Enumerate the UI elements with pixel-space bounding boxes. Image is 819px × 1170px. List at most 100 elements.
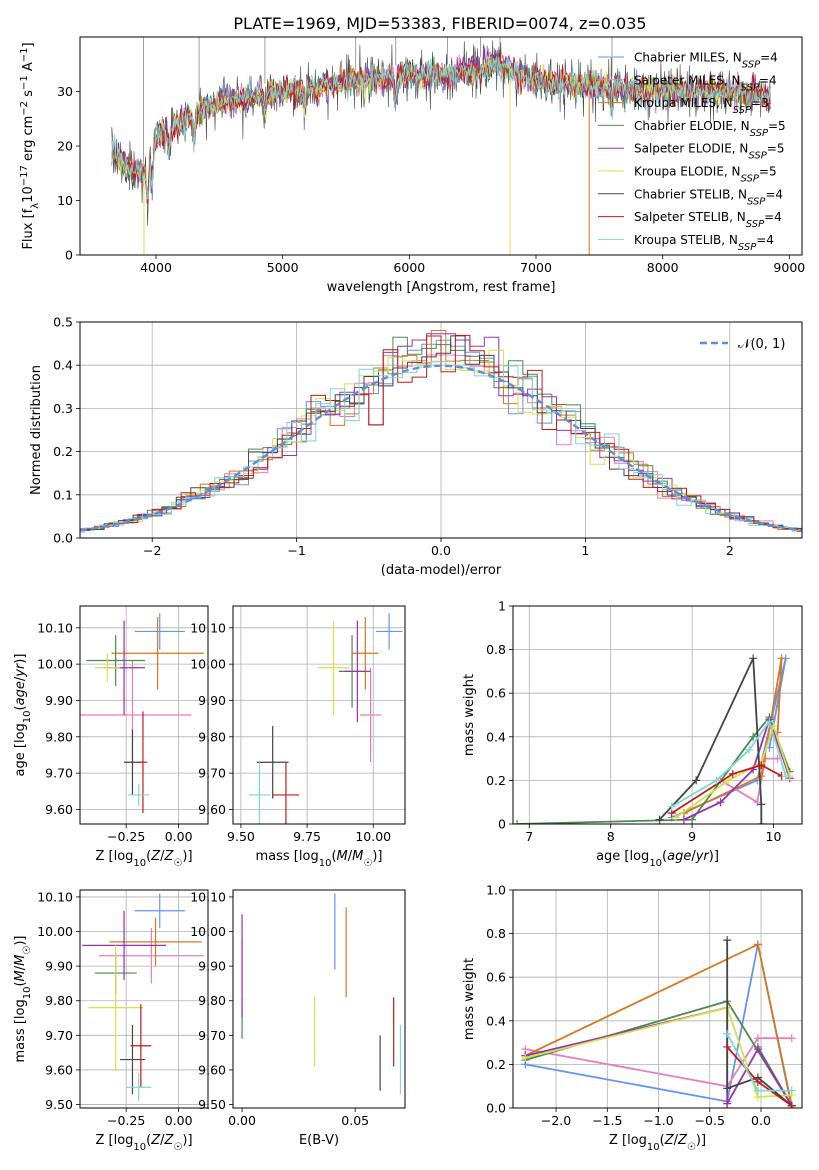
weight-marker xyxy=(745,745,754,754)
x-axis-label: (data-model)/error xyxy=(381,563,502,578)
panel-spectrum: 4000 5000 6000 7000 8000 9000 0 10 20 30 Chabrier … xyxy=(19,36,805,295)
label-part: SSP xyxy=(742,59,761,70)
weight-marker xyxy=(723,936,732,945)
label-part: M xyxy=(337,849,348,864)
y-axis-label: mass weight xyxy=(462,674,477,756)
x-axis-label: Z [log10(Z/Z☉)] xyxy=(95,849,192,869)
label-part: Z xyxy=(664,1133,675,1148)
label-part: )] xyxy=(182,1133,192,1148)
x-tick-label: 0.0 xyxy=(431,543,451,558)
weight-marker xyxy=(692,776,701,785)
histogram-7 xyxy=(80,334,802,534)
label-part: 10 xyxy=(133,1142,146,1153)
x-tick-label: 0.00 xyxy=(165,1113,193,1128)
label-part: Z [ xyxy=(95,849,113,864)
y-tick-label: 0.3 xyxy=(53,401,73,416)
y-tick-label: 10.00 xyxy=(190,657,226,672)
x-tick-label: −1 xyxy=(287,543,305,558)
label-part: )] xyxy=(13,936,28,946)
label-part: s xyxy=(21,90,36,101)
weight-marker xyxy=(749,654,758,663)
x-tick-label: −1.0 xyxy=(643,1113,673,1128)
label-part: SSP xyxy=(733,105,752,116)
legend-label: Kroupa MILES, NSSP=3 xyxy=(634,96,769,116)
weight-marker xyxy=(724,776,733,785)
label-part: (data-model)/error xyxy=(381,563,502,578)
y-axis-label: mass [log10(M/M☉)] xyxy=(13,936,33,1063)
weight-marker xyxy=(753,1034,762,1043)
label-part: )] xyxy=(182,849,192,864)
error-point-7 xyxy=(138,711,148,814)
label-part: 10 xyxy=(647,1142,660,1153)
label-part: log xyxy=(13,723,28,743)
panels: 4000 5000 6000 7000 8000 90000102030Chabrier … xyxy=(13,36,805,1153)
x-tick-label: 9.75 xyxy=(293,829,321,844)
error-point-5 xyxy=(88,945,143,1070)
label-part: Kroupa MILES, N xyxy=(634,96,733,110)
label-part: Kroupa ELODIE, N xyxy=(634,165,741,179)
error-point-4 xyxy=(82,910,167,980)
normal-curve xyxy=(80,364,802,532)
legend-label: Kroupa ELODIE, NSSP=5 xyxy=(634,165,777,185)
weight-marker xyxy=(753,1086,762,1095)
label-part: −1 xyxy=(19,75,30,90)
y-tick-label: 30 xyxy=(57,84,73,99)
y-tick-label: 0.8 xyxy=(486,926,506,941)
label-part: mass [ xyxy=(256,849,299,864)
x-tick-label: 7 xyxy=(525,829,533,844)
label-part: A xyxy=(21,62,36,75)
label-part: SSP xyxy=(738,241,757,252)
weight-marker xyxy=(655,815,664,824)
weight-marker xyxy=(757,761,766,770)
y-tick-label: 10.00 xyxy=(37,657,73,672)
weight-marker xyxy=(753,798,762,807)
label-part: Z xyxy=(164,1133,175,1148)
legend-label: Salpeter MILES, NSSP=4 xyxy=(634,73,777,93)
y-tick-label: 9.90 xyxy=(198,693,226,708)
histogram-8 xyxy=(80,361,802,533)
x-tick-label: −0.5 xyxy=(695,1113,725,1128)
y-tick-label: 0.4 xyxy=(486,1013,506,1028)
label-part: ] xyxy=(21,42,36,47)
weight-marker xyxy=(765,717,774,726)
label-part: wavelength [Angstrom, rest frame] xyxy=(327,280,556,295)
legend-label: Chabrier STELIB, NSSP=4 xyxy=(634,187,783,207)
label-part: M xyxy=(13,970,28,981)
label-part: =4 xyxy=(759,73,777,87)
y-tick-label: 10.00 xyxy=(37,924,73,939)
label-part: λ xyxy=(30,203,41,209)
y-tick-label: 9.50 xyxy=(198,1097,226,1112)
weight-marker xyxy=(723,1042,732,1051)
y-tick-label: 9.60 xyxy=(198,1062,226,1077)
y-tick-label: 9.80 xyxy=(45,729,73,744)
legend-hist: 𝒩(0, 1) xyxy=(700,337,785,352)
label-part: M xyxy=(352,849,363,864)
error-point-0 xyxy=(134,613,185,650)
y-tick-label: 9.60 xyxy=(45,1062,73,1077)
label-part: mass weight xyxy=(462,958,477,1040)
x-tick-label: 0.00 xyxy=(228,1113,256,1128)
label-part: Z [ xyxy=(609,1133,627,1148)
weight-line-6 xyxy=(726,940,793,1107)
x-tick-label: 0.05 xyxy=(341,1113,369,1128)
axes-frame xyxy=(512,605,803,825)
label-part: SSP xyxy=(747,196,766,207)
x-tick-label: 1 xyxy=(581,543,589,558)
error-point-5 xyxy=(94,653,120,683)
weight-marker xyxy=(716,798,725,807)
y-tick-label: 9.70 xyxy=(45,766,73,781)
label-part: ( xyxy=(146,1133,151,1148)
error-point-0 xyxy=(134,893,185,929)
y-tick-label: 9.90 xyxy=(45,959,73,974)
label-part: SSP xyxy=(750,127,769,138)
label-part: Chabrier MILES, N xyxy=(634,51,742,65)
weight-marker xyxy=(667,802,676,811)
label-part: yr xyxy=(13,662,28,678)
y-tick-label: 9.50 xyxy=(45,1097,73,1112)
y-axis-label: mass weight xyxy=(462,958,477,1040)
y-tick-label: 9.80 xyxy=(198,729,226,744)
label-part: Z xyxy=(164,849,175,864)
weight-marker xyxy=(787,1101,796,1108)
x-tick-label: 7000 xyxy=(520,260,552,275)
